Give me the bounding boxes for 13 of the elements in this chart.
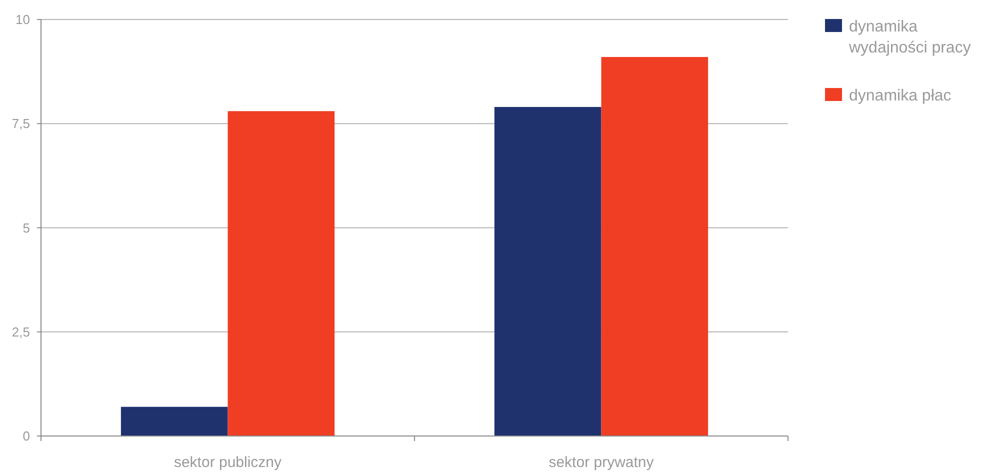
y-tick-label: 2,5 xyxy=(12,324,30,340)
x-tick-label: sektor prywatny xyxy=(548,454,654,471)
bar xyxy=(601,56,708,436)
bar xyxy=(228,111,335,436)
y-tick-label: 5 xyxy=(22,220,30,236)
bar xyxy=(494,106,602,436)
legend-label: dynamika płac xyxy=(849,88,952,104)
bar xyxy=(120,406,228,436)
y-tick-label: 10 xyxy=(16,12,30,28)
legend-label: dynamika wydajności pracy xyxy=(848,18,971,56)
x-tick-label: sektor publiczny xyxy=(174,454,282,471)
y-tick-label: 0 xyxy=(22,428,30,444)
y-tick-label: 7,5 xyxy=(12,116,30,132)
